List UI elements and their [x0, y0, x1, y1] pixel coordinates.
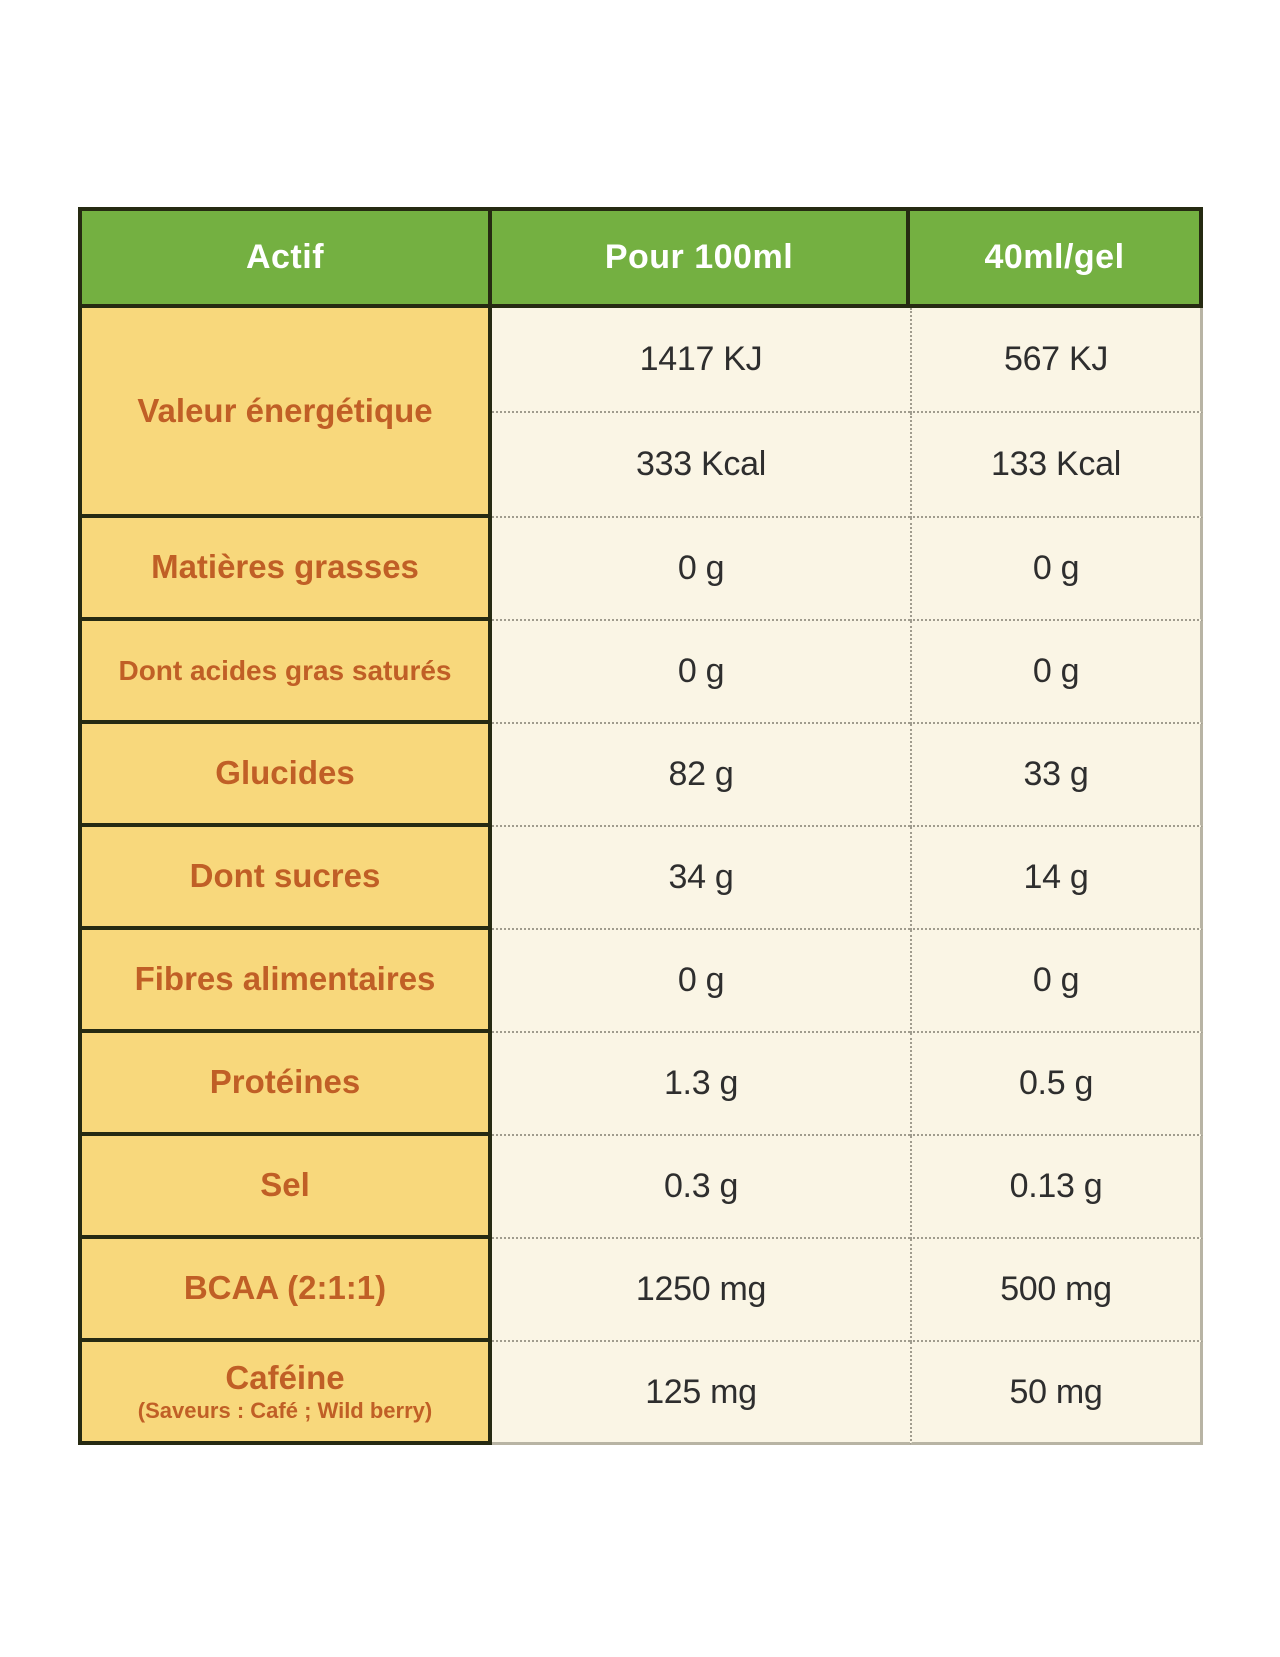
value-per-gel: 33 g	[910, 724, 1203, 827]
value-per-gel: 0.5 g	[910, 1033, 1203, 1136]
row-glucides: Glucides 82 g 33 g	[78, 724, 1203, 827]
value-per-100ml: 125 mg	[492, 1342, 910, 1445]
row-label: Dont acides gras saturés	[78, 621, 492, 724]
value-per-100ml: 1250 mg	[492, 1239, 910, 1342]
row-label: Matières grasses	[78, 518, 492, 621]
row-matieres-grasses: Matières grasses 0 g 0 g	[78, 518, 1203, 621]
cafeine-label: Caféine	[225, 1358, 345, 1396]
value-per-100ml: 0.3 g	[492, 1136, 910, 1239]
value-per-gel: 0 g	[910, 930, 1203, 1033]
row-label-valeur-energetique: Valeur énergétique	[78, 308, 492, 518]
energy-values: 1417 KJ 567 KJ 333 Kcal 133 Kcal	[492, 308, 1203, 518]
row-label: Dont sucres	[78, 827, 492, 930]
header-cell-40ml-gel: 40ml/gel	[910, 207, 1203, 308]
row-bcaa: BCAA (2:1:1) 1250 mg 500 mg	[78, 1239, 1203, 1342]
value-per-100ml: 0 g	[492, 518, 910, 621]
row-dont-sucres: Dont sucres 34 g 14 g	[78, 827, 1203, 930]
energy-kcal-per-100ml: 333 Kcal	[492, 413, 910, 518]
value-per-100ml: 0 g	[492, 930, 910, 1033]
value-per-gel: 500 mg	[910, 1239, 1203, 1342]
row-label: Protéines	[78, 1033, 492, 1136]
energy-kj-per-gel: 567 KJ	[910, 308, 1203, 413]
row-cafeine: Caféine (Saveurs : Café ; Wild berry) 12…	[78, 1342, 1203, 1445]
value-per-gel: 14 g	[910, 827, 1203, 930]
value-per-100ml: 1.3 g	[492, 1033, 910, 1136]
row-fibres-alimentaires: Fibres alimentaires 0 g 0 g	[78, 930, 1203, 1033]
cafeine-flavours-note: (Saveurs : Café ; Wild berry)	[137, 1398, 433, 1424]
energy-row: Valeur énergétique 1417 KJ 567 KJ 333 Kc…	[78, 308, 1203, 518]
value-per-100ml: 0 g	[492, 621, 910, 724]
nutrition-table: Actif Pour 100ml 40ml/gel Valeur énergét…	[78, 207, 1203, 1445]
header-cell-pour-100ml: Pour 100ml	[492, 207, 910, 308]
energy-subrow-kcal: 333 Kcal 133 Kcal	[492, 413, 1203, 518]
value-per-gel: 0 g	[910, 518, 1203, 621]
row-proteines: Protéines 1.3 g 0.5 g	[78, 1033, 1203, 1136]
value-per-100ml: 82 g	[492, 724, 910, 827]
energy-kcal-per-gel: 133 Kcal	[910, 413, 1203, 518]
value-per-gel: 0.13 g	[910, 1136, 1203, 1239]
row-label: BCAA (2:1:1)	[78, 1239, 492, 1342]
value-per-gel: 0 g	[910, 621, 1203, 724]
row-label: Fibres alimentaires	[78, 930, 492, 1033]
energy-subrow-kj: 1417 KJ 567 KJ	[492, 308, 1203, 413]
value-per-100ml: 34 g	[492, 827, 910, 930]
header-cell-actif: Actif	[78, 207, 492, 308]
row-label: Sel	[78, 1136, 492, 1239]
energy-kj-per-100ml: 1417 KJ	[492, 308, 910, 413]
row-dont-acides-gras-satures: Dont acides gras saturés 0 g 0 g	[78, 621, 1203, 724]
row-label: Glucides	[78, 724, 492, 827]
value-per-gel: 50 mg	[910, 1342, 1203, 1445]
row-label: Caféine (Saveurs : Café ; Wild berry)	[78, 1342, 492, 1445]
header-row: Actif Pour 100ml 40ml/gel	[78, 207, 1203, 308]
row-sel: Sel 0.3 g 0.13 g	[78, 1136, 1203, 1239]
